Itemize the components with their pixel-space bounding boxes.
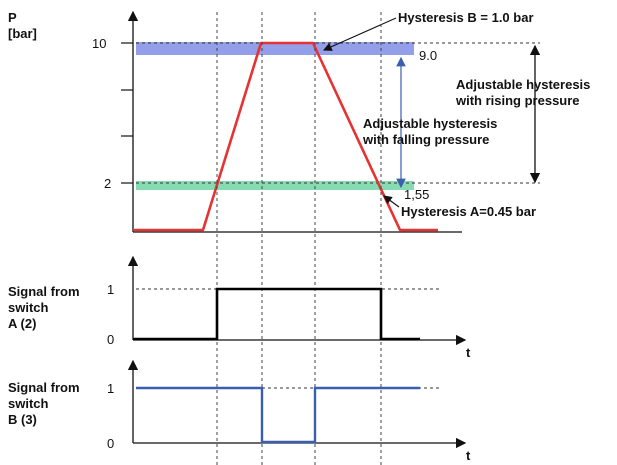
signal-b-waveform — [136, 386, 420, 444]
signal-a-axis-label: t — [466, 345, 471, 360]
falling-hysteresis-label: Adjustable hysteresis with falling press… — [362, 116, 501, 147]
rising-hysteresis-label: Adjustable hysteresis with rising pressu… — [455, 77, 594, 108]
hysteresis-b-pointer — [322, 17, 397, 51]
signal-b-axis-label: t — [466, 448, 471, 463]
y-tick-label-10: 10 — [92, 36, 106, 51]
upper-value-label: 9.0 — [419, 48, 437, 63]
y-tick-label-2: 2 — [104, 176, 111, 191]
hysteresis-b-band — [136, 42, 414, 55]
pressure-plot: 10 2 P [bar] Hysteresis B = 1.0 bar 9.0 … — [8, 10, 594, 233]
signal-b-tick-1: 1 — [107, 381, 114, 396]
signal-b-label: Signal from switch B (3) — [8, 380, 83, 427]
pressure-curve — [133, 41, 438, 232]
y-axis-label: P [bar] — [8, 10, 37, 41]
signal-a-label: Signal from switch A (2) — [8, 284, 83, 331]
hysteresis-a-band — [136, 181, 414, 190]
time-guides — [216, 12, 382, 465]
lower-value-label: 1,55 — [404, 187, 429, 202]
signal-b-plot: 1 0 t Signal from switch B (3) — [8, 359, 471, 463]
signal-a-waveform — [133, 287, 420, 341]
signal-a-tick-1: 1 — [107, 282, 114, 297]
hysteresis-b-label: Hysteresis B = 1.0 bar — [398, 10, 534, 25]
hysteresis-a-pointer — [383, 195, 400, 208]
hysteresis-a-label: Hysteresis A=0.45 bar — [401, 204, 536, 219]
signal-b-tick-0: 0 — [107, 436, 114, 451]
signal-a-tick-0: 0 — [107, 332, 114, 347]
signal-a-plot: 1 0 t Signal from switch A (2) — [8, 255, 471, 360]
